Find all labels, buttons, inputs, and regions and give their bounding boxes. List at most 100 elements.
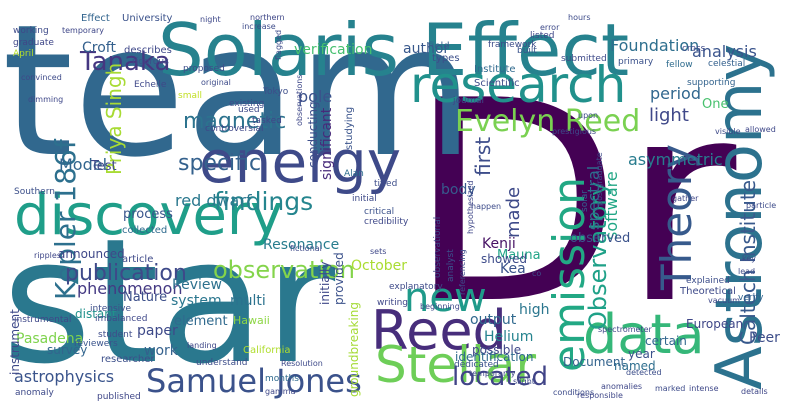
word-beginning: beginning xyxy=(420,302,460,311)
word-critical: critical xyxy=(364,207,395,217)
word-analysis: analysis xyxy=(692,42,757,61)
word-announced: announced xyxy=(58,247,125,261)
word-working: working xyxy=(13,26,49,36)
word-energy: energy xyxy=(199,128,402,196)
word-collected: collected xyxy=(122,225,168,236)
word-possible: possible xyxy=(472,343,522,357)
word-distant: distant xyxy=(75,307,117,321)
word-co: co xyxy=(532,269,542,278)
word-system: system xyxy=(171,293,222,309)
word-conducting: conducting xyxy=(306,101,320,168)
word-intensive: intensive xyxy=(90,304,132,314)
word-marked: marked xyxy=(655,384,686,393)
word-team: team xyxy=(2,0,475,197)
word-reviewers: reviewers xyxy=(74,339,118,349)
word-ripples: ripples xyxy=(34,251,61,260)
word-convinced: convinced xyxy=(21,73,62,82)
word-stellar: Stellar xyxy=(375,336,537,394)
word-responsible: responsible xyxy=(577,391,623,400)
word-resolution: Resolution xyxy=(281,359,323,368)
word-built: built xyxy=(517,46,537,56)
word-magnetic: magnetic xyxy=(183,109,287,134)
word-verification: verification xyxy=(294,42,373,58)
word-gamma: gamma xyxy=(265,387,296,396)
word-existing: existing xyxy=(229,99,265,109)
word-software: software xyxy=(602,171,621,240)
word-light: light xyxy=(649,105,689,126)
word-university: University xyxy=(122,13,173,24)
word-observations: observations xyxy=(295,74,304,126)
word-cross: cross xyxy=(682,44,706,54)
word-european: European xyxy=(686,317,744,331)
word-multi: multi xyxy=(230,293,266,309)
word-lead: lead xyxy=(738,267,756,276)
word-made: made xyxy=(503,186,524,238)
word-landing: landing xyxy=(187,341,217,350)
word-publication: publication xyxy=(65,261,187,286)
word-intense: intense xyxy=(689,384,719,393)
word-helium: Helium xyxy=(484,329,534,345)
word-fellow: fellow xyxy=(666,60,693,70)
word-tanaka: Tanaka xyxy=(80,47,171,77)
word-instrumental: instrumental xyxy=(14,315,72,325)
word-observational: observational xyxy=(433,216,443,278)
word-dimming: dimming xyxy=(28,95,64,104)
word-researcher: researcher xyxy=(101,354,155,365)
word-high: high xyxy=(519,302,550,318)
word-kenji: Kenji xyxy=(482,236,516,252)
word-process: process xyxy=(123,207,173,222)
word-submitted: submitted xyxy=(561,54,607,64)
word-rigorous: rigorous xyxy=(132,57,169,67)
word-particle: particle xyxy=(746,201,777,210)
word-significant: significant xyxy=(319,107,335,180)
word-northern: northern xyxy=(250,13,285,22)
word-solar: solar xyxy=(580,190,590,212)
word-dedicated: dedicated xyxy=(454,360,499,370)
word-mauna: Mauna xyxy=(497,248,541,263)
word-prestigious: prestigious xyxy=(552,127,597,136)
word-upon: upon xyxy=(578,111,599,120)
word-discovery: discovery xyxy=(14,183,284,248)
word-specific: specific xyxy=(178,151,262,176)
word-describes: describes xyxy=(124,45,172,56)
word-controversial: controversial xyxy=(205,124,264,134)
word-framework: framework xyxy=(488,40,537,50)
word-months: months xyxy=(265,374,299,384)
word-observed: observed xyxy=(570,231,631,246)
word-institute: Institute xyxy=(474,64,516,75)
word-samuel-jones: Samuel Jones xyxy=(146,362,362,400)
word-sets: sets xyxy=(370,247,387,256)
word-scientific: Scientific xyxy=(474,78,520,89)
word-new: new xyxy=(404,275,487,321)
word-temporary: temporary xyxy=(62,26,105,35)
word-observation: observation xyxy=(213,256,355,284)
word-original: original xyxy=(201,78,231,87)
word-credibility: credibility xyxy=(364,217,409,227)
word-postgraduate: postgraduate xyxy=(595,152,604,206)
word-first: first xyxy=(471,136,495,176)
word-document: Document xyxy=(563,355,626,369)
word-california: California xyxy=(243,345,291,356)
word-identification: identification xyxy=(455,350,534,364)
word-nature: Nature xyxy=(123,290,168,305)
word-work: work xyxy=(144,343,178,359)
word-fictional: fictional xyxy=(290,244,322,253)
word-vacuum: vacuum xyxy=(708,296,740,305)
word-visible: visible xyxy=(715,127,741,136)
word-phenomenon: phenomenon xyxy=(77,279,183,298)
word-detected: detected xyxy=(626,368,662,377)
word-article: article xyxy=(122,254,154,265)
word-southern: Southern xyxy=(14,187,55,197)
word-key: key xyxy=(742,254,757,263)
word-findings: findings xyxy=(214,187,314,216)
word-hypothesized: hypothesized xyxy=(466,180,475,235)
word-used: used xyxy=(238,105,260,115)
word-explained: explained xyxy=(686,276,730,286)
word-explanatory: explanatory xyxy=(389,282,443,292)
word-data: data xyxy=(583,303,705,366)
word-allowed: allowed xyxy=(745,125,776,134)
word-published: published xyxy=(97,392,141,402)
word-slight: slight xyxy=(513,377,535,386)
word-spectrometer: spectrometer xyxy=(598,325,652,334)
